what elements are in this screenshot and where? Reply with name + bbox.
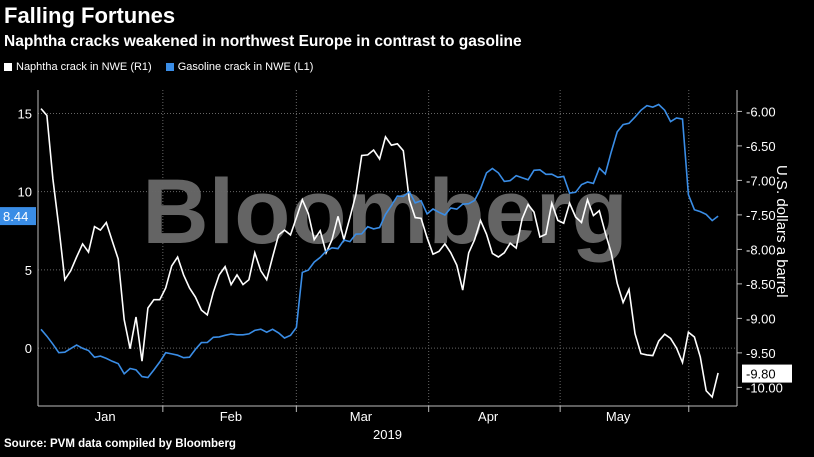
- last-value-tag-gasoline: 8.44: [0, 207, 36, 226]
- last-value-naphtha: -9.80: [746, 367, 776, 382]
- source-note: Source: PVM data compiled by Bloomberg: [4, 438, 236, 450]
- left-tick-label: 5: [25, 263, 32, 278]
- right-tick-label: -10.00: [746, 380, 783, 395]
- legend-swatch-gasoline: [165, 63, 174, 71]
- last-value-tag-naphtha: -9.80: [742, 364, 792, 383]
- right-tick-label: -7.00: [746, 173, 776, 188]
- legend-item-gasoline: Gasoline crack in NWE (L1): [165, 61, 314, 73]
- chart-title: Falling Fortunes: [4, 3, 176, 28]
- chart-subtitle: Naphtha cracks weakened in northwest Eur…: [4, 33, 522, 50]
- legend-swatch-naphtha: [4, 63, 12, 71]
- x-tick-label: Mar: [350, 409, 373, 424]
- right-tick-label: -6.50: [746, 139, 776, 154]
- left-tick-label: 10: [18, 185, 32, 200]
- right-tick-label: -8.00: [746, 242, 776, 257]
- series-line-naphtha: [40, 108, 719, 399]
- bloomberg-watermark: Bloomberg: [142, 161, 628, 263]
- x-tick-label: Jan: [95, 409, 116, 424]
- last-value-gasoline: 8.44: [3, 209, 28, 224]
- right-tick-label: -8.50: [746, 277, 776, 292]
- right-axis-label: U.S. dollars a barrel: [773, 165, 790, 298]
- right-tick-label: -9.00: [746, 311, 776, 326]
- left-tick-label: 0: [25, 341, 32, 356]
- legend-item-naphtha: Naphtha crack in NWE (R1): [4, 61, 152, 73]
- x-tick-label: May: [606, 409, 631, 424]
- right-tick-label: -9.50: [746, 346, 776, 361]
- left-tick-label: 15: [18, 106, 32, 121]
- legend-label-gasoline: Gasoline crack in NWE (L1): [177, 61, 314, 73]
- right-tick-label: -6.00: [746, 104, 776, 119]
- legend-label-naphtha: Naphtha crack in NWE (R1): [16, 61, 152, 73]
- legend: Naphtha crack in NWE (R1) Gasoline crack…: [4, 61, 313, 73]
- series-line-gasoline: [40, 103, 719, 379]
- x-tick-label: Feb: [220, 409, 242, 424]
- x-axis-label: 2019: [373, 427, 402, 442]
- x-tick-label: Apr: [478, 409, 499, 424]
- right-tick-label: -7.50: [746, 208, 776, 223]
